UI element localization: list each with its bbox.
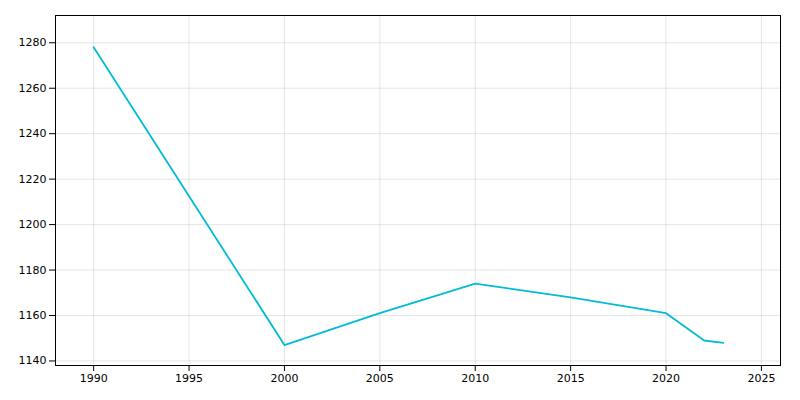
svg-text:1200: 1200 [19,218,47,231]
svg-text:1220: 1220 [19,173,47,186]
svg-text:2010: 2010 [461,372,489,385]
svg-text:2000: 2000 [270,372,298,385]
svg-text:2025: 2025 [747,372,775,385]
svg-text:1240: 1240 [19,127,47,140]
svg-text:1260: 1260 [19,82,47,95]
svg-text:2005: 2005 [366,372,394,385]
svg-text:1990: 1990 [80,372,108,385]
svg-text:1995: 1995 [175,372,203,385]
svg-text:1180: 1180 [19,264,47,277]
svg-text:2020: 2020 [652,372,680,385]
svg-text:1280: 1280 [19,36,47,49]
svg-text:2015: 2015 [557,372,585,385]
svg-text:1140: 1140 [19,354,47,367]
svg-text:1160: 1160 [19,309,47,322]
